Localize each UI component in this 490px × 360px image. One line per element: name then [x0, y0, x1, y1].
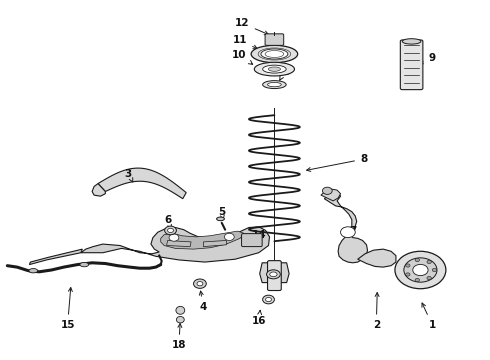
- Ellipse shape: [268, 82, 281, 87]
- Text: 7: 7: [343, 226, 357, 236]
- Polygon shape: [29, 249, 82, 265]
- Text: 11: 11: [233, 35, 257, 49]
- Text: 5: 5: [218, 207, 225, 220]
- FancyBboxPatch shape: [265, 34, 284, 45]
- Ellipse shape: [254, 62, 294, 76]
- Circle shape: [168, 228, 173, 233]
- Ellipse shape: [29, 269, 38, 273]
- Text: 17: 17: [261, 264, 276, 277]
- Circle shape: [413, 264, 428, 276]
- Polygon shape: [98, 168, 186, 199]
- Text: 1: 1: [422, 303, 436, 330]
- Circle shape: [197, 282, 203, 286]
- Polygon shape: [167, 240, 191, 247]
- Polygon shape: [321, 189, 341, 201]
- Text: 12: 12: [235, 18, 269, 35]
- Circle shape: [432, 269, 437, 272]
- Circle shape: [169, 234, 179, 241]
- Circle shape: [341, 227, 355, 238]
- Circle shape: [415, 278, 419, 282]
- Text: 6: 6: [164, 215, 171, 229]
- Circle shape: [395, 251, 446, 289]
- Circle shape: [224, 233, 234, 240]
- Polygon shape: [358, 249, 396, 267]
- Ellipse shape: [176, 316, 184, 323]
- Ellipse shape: [402, 39, 421, 44]
- Ellipse shape: [269, 67, 280, 71]
- Circle shape: [404, 258, 437, 282]
- Circle shape: [165, 226, 176, 235]
- Text: 13: 13: [277, 67, 292, 80]
- Circle shape: [427, 276, 431, 280]
- Ellipse shape: [261, 49, 288, 59]
- Ellipse shape: [267, 270, 280, 279]
- Ellipse shape: [266, 297, 271, 302]
- Text: 15: 15: [60, 288, 75, 330]
- FancyBboxPatch shape: [268, 261, 281, 291]
- Ellipse shape: [263, 81, 286, 89]
- Polygon shape: [92, 184, 105, 196]
- Circle shape: [322, 187, 332, 194]
- FancyBboxPatch shape: [242, 234, 262, 247]
- Text: 10: 10: [232, 50, 253, 64]
- Ellipse shape: [263, 65, 286, 73]
- Ellipse shape: [270, 272, 277, 277]
- Text: 14: 14: [251, 230, 266, 240]
- Text: 2: 2: [373, 293, 380, 330]
- Ellipse shape: [80, 262, 89, 267]
- Polygon shape: [81, 227, 270, 262]
- Circle shape: [406, 264, 410, 267]
- Text: 3: 3: [125, 168, 133, 182]
- Text: 9: 9: [419, 53, 436, 64]
- Circle shape: [406, 273, 410, 276]
- Polygon shape: [161, 231, 244, 249]
- Ellipse shape: [263, 295, 274, 304]
- Text: 18: 18: [172, 324, 186, 350]
- Ellipse shape: [176, 306, 185, 314]
- Polygon shape: [203, 240, 226, 247]
- Circle shape: [427, 260, 431, 264]
- FancyBboxPatch shape: [400, 40, 423, 90]
- Polygon shape: [260, 263, 289, 283]
- Ellipse shape: [251, 45, 297, 63]
- Circle shape: [415, 258, 419, 262]
- Text: 4: 4: [199, 291, 207, 312]
- Text: 8: 8: [307, 154, 367, 171]
- Ellipse shape: [217, 217, 224, 221]
- Circle shape: [194, 279, 206, 288]
- Polygon shape: [324, 192, 368, 263]
- Text: 16: 16: [251, 310, 266, 326]
